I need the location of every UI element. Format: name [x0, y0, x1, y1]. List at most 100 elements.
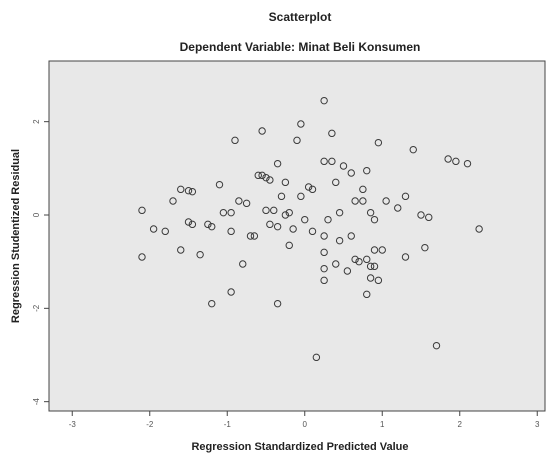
- data-point: [374, 276, 383, 285]
- data-point: [374, 138, 383, 147]
- data-point: [332, 178, 340, 187]
- data-point: [277, 192, 286, 201]
- data-point: [320, 157, 328, 166]
- data-point: [208, 299, 216, 308]
- data-point: [289, 225, 297, 233]
- data-point: [409, 145, 417, 154]
- data-point: [363, 166, 371, 175]
- data-point: [273, 222, 282, 231]
- plot-area: [48, 60, 546, 412]
- data-point: [138, 253, 146, 261]
- data-point: [184, 187, 193, 195]
- data-point: [231, 136, 239, 145]
- data-point: [425, 213, 433, 222]
- data-point: [184, 218, 193, 226]
- data-point: [320, 248, 328, 257]
- data-point: [421, 243, 429, 252]
- data-point: [320, 232, 328, 240]
- data-point: [227, 208, 235, 217]
- data-point: [359, 185, 367, 194]
- data-point: [285, 241, 293, 250]
- data-point: [382, 197, 390, 205]
- data-point: [250, 232, 259, 240]
- data-point: [401, 192, 410, 201]
- data-point: [281, 178, 290, 187]
- chart-subtitle: Dependent Variable: Minat Beli Konsumen: [180, 40, 421, 54]
- data-point: [177, 246, 185, 254]
- x-tick-label: -1: [224, 420, 232, 429]
- data-point: [417, 211, 425, 219]
- data-point: [204, 220, 212, 229]
- data-point: [266, 220, 274, 229]
- data-point: [239, 260, 247, 268]
- data-point: [347, 232, 355, 240]
- data-point: [351, 255, 359, 264]
- data-point: [215, 180, 224, 189]
- data-point: [452, 157, 460, 166]
- data-point: [177, 185, 185, 194]
- data-point: [161, 227, 169, 236]
- data-point: [363, 255, 371, 264]
- data-point: [270, 206, 278, 215]
- data-point: [335, 236, 344, 245]
- data-point: [463, 159, 472, 168]
- data-point: [347, 169, 355, 177]
- data-point: [339, 162, 348, 170]
- data-point: [258, 171, 266, 180]
- x-tick-label: 1: [380, 420, 385, 429]
- data-point: [401, 253, 410, 261]
- x-tick-label: -2: [146, 420, 154, 429]
- data-point: [188, 187, 197, 196]
- data-point: [169, 197, 177, 205]
- data-point: [366, 262, 375, 271]
- x-tick-label: -3: [69, 420, 77, 429]
- data-point: [432, 341, 441, 350]
- data-point: [301, 215, 309, 224]
- data-point: [219, 208, 228, 217]
- data-point: [196, 250, 204, 259]
- data-point: [273, 299, 282, 308]
- data-point: [208, 222, 216, 231]
- data-point: [266, 176, 274, 184]
- y-axis-label: Regression Studentized Residual: [10, 149, 22, 323]
- data-point: [293, 136, 301, 145]
- data-point: [363, 290, 371, 299]
- x-tick-label: 3: [535, 420, 540, 429]
- data-point: [370, 215, 379, 224]
- data-point: [235, 197, 243, 205]
- y-tick-label: 2: [32, 119, 41, 124]
- data-point: [242, 199, 251, 208]
- data-point: [328, 157, 336, 166]
- data-point: [359, 197, 367, 205]
- data-point: [304, 183, 313, 191]
- data-point: [262, 173, 270, 182]
- y-tick-label: -4: [32, 398, 41, 406]
- x-tick-label: 0: [303, 420, 308, 429]
- x-tick-label: 2: [458, 420, 463, 429]
- data-point: [366, 208, 375, 217]
- axis-ticks: -3 -2 -1 0 1 2 3 2 0 -2 -4: [32, 119, 540, 429]
- data-point: [281, 211, 290, 219]
- y-tick-label: 0: [32, 212, 41, 217]
- data-point: [335, 208, 344, 217]
- data-point: [332, 260, 340, 268]
- data-point: [188, 220, 197, 229]
- data-point: [351, 197, 359, 205]
- data-point: [149, 225, 158, 233]
- data-point: [444, 155, 452, 163]
- data-point: [285, 208, 293, 217]
- chart-title: Scatterplot: [269, 10, 332, 24]
- data-point: [273, 159, 282, 168]
- data-point: [254, 171, 262, 180]
- data-point: [262, 206, 270, 215]
- data-points: [138, 96, 483, 362]
- data-point: [320, 264, 328, 273]
- data-point: [320, 96, 328, 105]
- data-point: [370, 246, 379, 254]
- y-tick-label: -2: [32, 304, 41, 312]
- data-point: [297, 192, 305, 201]
- data-point: [475, 225, 483, 233]
- data-point: [328, 129, 336, 138]
- data-point: [227, 227, 235, 236]
- data-point: [394, 204, 402, 212]
